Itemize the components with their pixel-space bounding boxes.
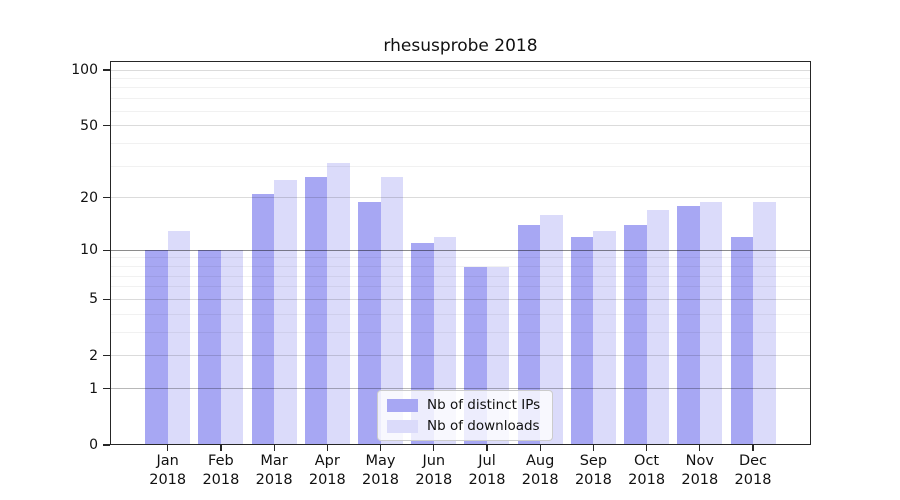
- y-tick-mark-5: [103, 298, 110, 301]
- minor-gridline-70: [110, 98, 811, 100]
- x-tick-mark-sep: [592, 445, 595, 451]
- bar-nb-of-distinct-ips-dec: [730, 236, 753, 445]
- minor-gridline-4: [110, 313, 811, 315]
- bar-nb-of-downloads-may: [380, 177, 404, 445]
- y-tick-label-100: 100: [71, 62, 98, 78]
- minor-gridline-3: [110, 331, 811, 333]
- y-tick-label-20: 20: [80, 189, 98, 206]
- minor-gridline-9: [110, 257, 811, 259]
- x-tick-label-apr: Apr 2018: [308, 453, 346, 488]
- x-tick-mark-mar: [273, 445, 275, 451]
- x-tick-label-feb: Feb 2018: [202, 453, 240, 488]
- y-tick-label-1: 1: [89, 380, 98, 397]
- bar-nb-of-downloads-sep: [593, 230, 616, 445]
- x-tick-label-jul: Jul 2018: [468, 453, 506, 488]
- y-tick-label-10: 10: [80, 242, 98, 259]
- y-tick-mark-100: [103, 69, 110, 71]
- bar-nb-of-downloads-oct: [646, 210, 670, 445]
- minor-gridline-80: [110, 87, 811, 89]
- x-tick-mark-nov: [699, 445, 701, 451]
- bar-nb-of-distinct-ips-oct: [624, 225, 647, 445]
- x-tick-mark-oct: [646, 445, 648, 451]
- bar-nb-of-distinct-ips-mar: [251, 193, 275, 445]
- x-tick-label-dec: Dec 2018: [734, 453, 772, 488]
- minor-gridline-8: [110, 266, 811, 267]
- bar-nb-of-distinct-ips-nov: [677, 205, 700, 445]
- y-tick-mark-20: [103, 197, 110, 199]
- major-gridline-2: [110, 355, 811, 357]
- y-tick-mark-10: [103, 249, 110, 251]
- y-tick-mark-1: [103, 388, 110, 390]
- y-tick-mark-2: [103, 355, 110, 357]
- x-tick-label-oct: Oct 2018: [628, 453, 666, 488]
- x-tick-label-aug: Aug 2018: [521, 453, 559, 488]
- major-gridline-100: [110, 69, 811, 71]
- y-tick-label-2: 2: [89, 347, 98, 364]
- plot-area: [110, 61, 811, 445]
- y-tick-mark-50: [103, 124, 110, 127]
- bar-nb-of-downloads-apr: [327, 163, 350, 445]
- major-gridline-10: [110, 249, 811, 251]
- y-tick-label-0: 0: [89, 437, 98, 453]
- bar-nb-of-downloads-mar: [274, 180, 297, 445]
- legend-label-downloads: Nb of downloads: [427, 418, 540, 434]
- legend-item-downloads: Nb of downloads: [387, 418, 540, 434]
- x-tick-mark-jun: [433, 445, 435, 451]
- x-tick-mark-aug: [539, 445, 541, 451]
- x-tick-label-nov: Nov 2018: [681, 453, 719, 488]
- x-tick-mark-dec: [752, 445, 754, 451]
- x-tick-label-mar: Mar 2018: [255, 453, 293, 488]
- major-gridline-20: [110, 197, 811, 199]
- bar-nb-of-downloads-jan: [167, 230, 191, 445]
- minor-gridline-7: [110, 275, 811, 277]
- x-tick-mark-jan: [167, 445, 169, 451]
- major-gridline-50: [110, 125, 811, 126]
- x-tick-label-jun: Jun 2018: [415, 453, 453, 488]
- minor-gridline-60: [110, 110, 811, 112]
- bar-nb-of-distinct-ips-may: [358, 201, 381, 445]
- major-gridline-5: [110, 298, 811, 300]
- x-tick-mark-jul: [486, 445, 488, 451]
- minor-gridline-40: [110, 142, 811, 144]
- minor-gridline-90: [110, 78, 811, 79]
- x-tick-mark-may: [379, 445, 382, 451]
- bar-nb-of-downloads-aug: [540, 214, 563, 445]
- x-tick-label-jan: Jan 2018: [149, 453, 187, 488]
- legend-item-distinct-ips: Nb of distinct IPs: [387, 397, 540, 413]
- x-tick-mark-feb: [220, 445, 222, 451]
- minor-gridline-6: [110, 286, 811, 288]
- x-tick-mark-apr: [326, 445, 328, 451]
- bar-nb-of-distinct-ips-apr: [304, 177, 328, 445]
- y-tick-label-5: 5: [89, 291, 98, 308]
- legend-swatch-distinct-ips: [387, 398, 418, 412]
- bar-nb-of-downloads-feb: [220, 250, 244, 445]
- bar-nb-of-downloads-dec: [753, 201, 776, 445]
- minor-gridline-30: [110, 165, 811, 167]
- bar-nb-of-distinct-ips-sep: [570, 236, 594, 445]
- major-gridline-1: [110, 388, 811, 390]
- x-tick-label-sep: Sep 2018: [574, 453, 612, 488]
- bar-nb-of-distinct-ips-feb: [198, 250, 221, 445]
- legend-label-distinct-ips: Nb of distinct IPs: [427, 397, 541, 413]
- bar-nb-of-downloads-nov: [699, 201, 723, 445]
- legend: Nb of distinct IPs Nb of downloads: [377, 390, 554, 441]
- y-tick-mark-0: [103, 444, 110, 446]
- bar-nb-of-distinct-ips-jan: [145, 250, 168, 445]
- x-tick-label-may: May 2018: [362, 453, 399, 488]
- legend-swatch-downloads: [387, 419, 418, 433]
- chart-title: rhesusprobe 2018: [383, 36, 538, 56]
- y-tick-label-50: 50: [80, 117, 98, 134]
